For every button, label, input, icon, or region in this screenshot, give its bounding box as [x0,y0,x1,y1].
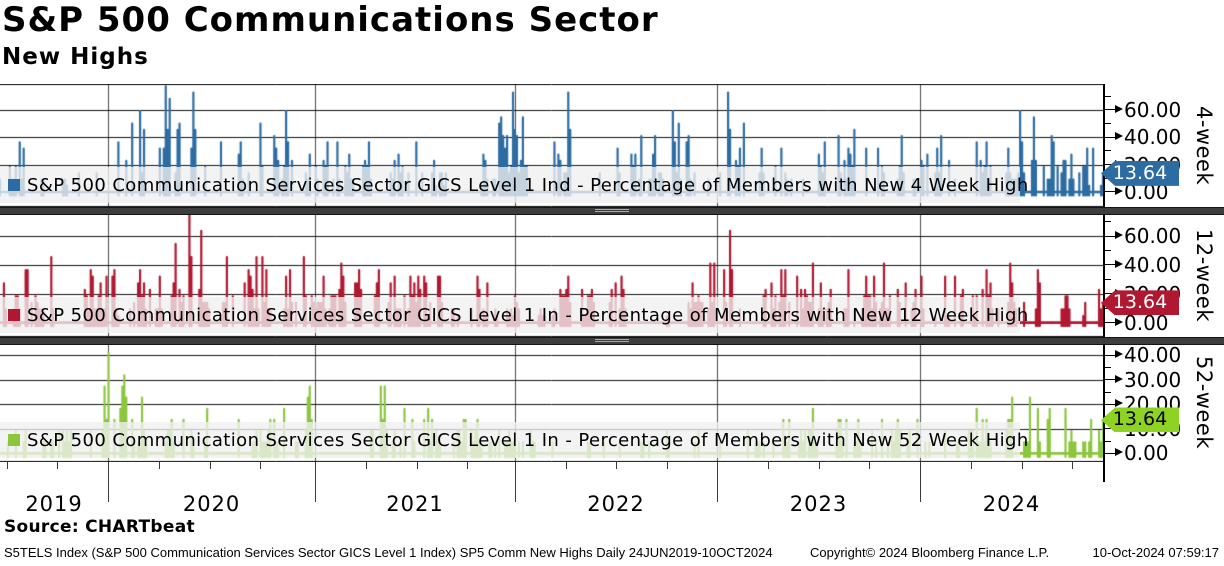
year-boundary-line [315,462,316,502]
quarter-tick [869,462,870,469]
legend-swatch-icon-52-week [8,434,20,446]
y-tick-4-week-0.00 [1104,186,1123,195]
y-minor-tick-4-week [1104,150,1111,152]
y-tick-12-week-60.00 [1104,231,1123,240]
quarter-tick [667,462,668,469]
chart-subtitle: New Highs [2,44,149,70]
y-minor-tick-4-week [1104,95,1111,97]
x-tick-label-2023: 2023 [789,492,848,516]
legend-label-12-week: S&P 500 Communication Services Sector GI… [27,304,1029,326]
footnote-copyright: Copyright© 2024 Bloomberg Finance L.P. [810,545,1050,560]
y-tick-12-week-0.00 [1104,317,1123,326]
footnote-timestamp: 10-Oct-2024 07:59:17 [1092,545,1219,560]
y-tick-label-4-week-60.00: 60.00 [1124,97,1182,122]
quarter-tick [7,462,8,469]
y-tick-label-12-week-40.00: 40.00 [1124,252,1182,277]
y-tick-label-52-week-30.00: 30.00 [1124,367,1182,392]
last-value-tag-4-week: 13.64 [1101,160,1179,186]
last-value-tag-12-week: 13.64 [1101,290,1179,316]
quarter-tick [616,462,617,469]
quarter-tick [159,462,160,469]
year-boundary-line [108,462,109,502]
quarter-tick [467,462,468,469]
legend-label-52-week: S&P 500 Communication Services Sector GI… [27,429,1029,451]
splitter-grip-icon [595,209,629,213]
y-minor-tick-12-week [1104,249,1111,251]
y-tick-label-4-week-0.00: 0.00 [1124,179,1169,204]
x-axis-band: 2019 2020 2021 2022 2023 2024 [0,462,1224,518]
y-minor-tick-12-week [1104,278,1111,280]
source-label: Source: CHARTbeat [4,517,195,537]
quarter-tick [417,462,418,469]
quarter-tick [1072,462,1073,469]
legend-12-week: S&P 500 Communication Services Sector GI… [0,297,1028,333]
quarter-tick [57,462,58,469]
panel-axis-name-4-week: 4-week [1192,105,1216,186]
legend-swatch-icon-4-week [8,179,20,191]
x-tick-label-2020: 2020 [182,492,241,516]
quarter-tick [366,462,367,469]
quarter-tick [210,462,211,469]
legend-label-4-week: S&P 500 Communication Services Sector GI… [27,174,1029,196]
quarter-tick [260,462,261,469]
x-tick-label-2024: 2024 [982,492,1041,516]
year-boundary-line [920,462,921,502]
panel-splitter-1[interactable] [0,207,1224,215]
y-tick-label-12-week-60.00: 60.00 [1124,224,1182,249]
year-boundary-line [515,462,516,502]
legend-swatch-icon-12-week [8,309,20,321]
y-tick-12-week-40.00 [1104,259,1123,268]
splitter-grip-icon [595,339,629,343]
last-value-tag-52-week: 13.64 [1101,407,1179,433]
y-minor-tick-52-week [1104,391,1111,393]
y-tick-label-12-week-0.00: 0.00 [1124,310,1169,335]
y-tick-52-week-20.00 [1104,399,1123,408]
y-minor-tick-4-week [1104,123,1111,125]
footnote-security-info: S5TELS Index (S&P 500 Communication Serv… [4,545,773,560]
y-minor-tick-52-week [1104,440,1111,442]
y-tick-52-week-0.00 [1104,448,1123,457]
right-axis-line [1103,84,1105,482]
x-tick-label-2021: 2021 [386,492,444,516]
quarter-tick [1022,462,1023,469]
y-tick-52-week-40.00 [1104,350,1123,359]
legend-52-week: S&P 500 Communication Services Sector GI… [0,422,1028,458]
y-minor-tick-12-week [1104,221,1111,223]
legend-4-week: S&P 500 Communication Services Sector GI… [0,167,1028,203]
y-minor-tick-52-week [1104,367,1111,369]
year-boundary-line [717,462,718,502]
panel-axis-name-12-week: 12-week [1192,228,1216,322]
y-tick-4-week-40.00 [1104,132,1123,141]
y-tick-label-52-week-0.00: 0.00 [1124,441,1169,466]
chart-title: S&P 500 Communications Sector [2,0,659,40]
x-tick-label-2019: 2019 [25,492,83,516]
y-tick-52-week-30.00 [1104,374,1123,383]
panel-splitter-2[interactable] [0,337,1224,345]
y-tick-4-week-60.00 [1104,104,1123,113]
quarter-tick [566,462,567,469]
quarter-tick [768,462,769,469]
x-tick-label-2022: 2022 [587,492,645,516]
quarter-tick [819,462,820,469]
panel-axis-name-52-week: 52-week [1192,356,1216,449]
quarter-tick [971,462,972,469]
y-tick-label-52-week-40.00: 40.00 [1124,343,1182,368]
y-tick-label-4-week-40.00: 40.00 [1124,125,1182,150]
